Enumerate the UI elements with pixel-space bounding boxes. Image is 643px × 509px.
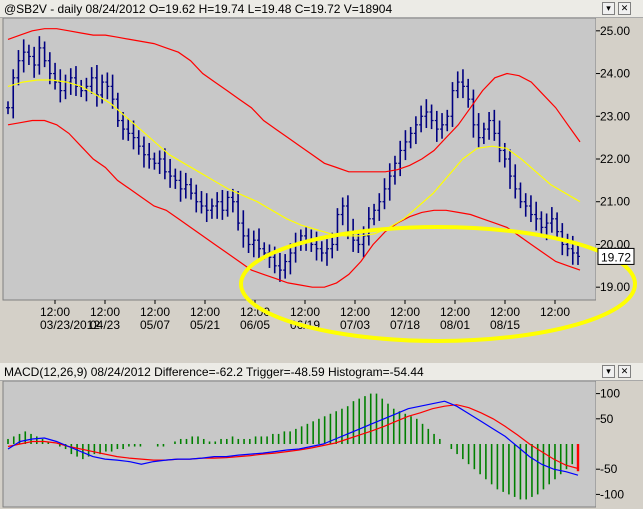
macd-minimize-button[interactable]: ▾ (602, 365, 615, 378)
x-tick-label-date: 08/01 (440, 318, 470, 332)
macd-plot-area (2, 381, 597, 508)
x-tick-label-date: 07/18 (390, 318, 420, 332)
highlight-ellipse (239, 225, 637, 343)
close-button[interactable]: ✕ (618, 2, 631, 15)
x-tick-label-date: 04/23 (90, 318, 120, 332)
x-tick-label-time: 12:00 (340, 305, 370, 319)
macd-close-button[interactable]: ✕ (618, 365, 631, 378)
x-tick-label-time: 12:00 (540, 305, 570, 319)
macd-header-bar: MACD(12,26,9) 08/24/2012 Difference=-62.… (0, 363, 643, 381)
macd-pane: MACD(12,26,9) 08/24/2012 Difference=-62.… (0, 363, 643, 509)
price-chart: 25.0024.0023.0022.0021.0020.0019.0012:00… (2, 18, 643, 360)
macd-chart: 100 50 -50 -100 (2, 381, 643, 509)
macd-y-tick-label: -100 (600, 487, 624, 501)
moving-average-line (7, 79, 581, 237)
x-tick-label-time: 12:00 (290, 305, 320, 319)
minimize-button[interactable]: ▾ (602, 2, 615, 15)
price-y-axis-area (596, 18, 643, 360)
x-tick-label-time: 12:00 (40, 305, 70, 319)
y-tick-label: 19.00 (600, 280, 630, 294)
x-tick-label-time: 12:00 (490, 305, 520, 319)
macd-y-tick-label: 100 (600, 387, 620, 401)
x-tick-label-time: 12:00 (140, 305, 170, 319)
y-tick-label: 21.00 (600, 195, 630, 209)
upper-band-line (7, 28, 581, 173)
macd-header: MACD(12,26,9) 08/24/2012 Difference=-62.… (4, 365, 424, 379)
price-header-bar: @SB2V - daily 08/24/2012 O=19.62 H=19.74… (0, 0, 643, 18)
last-price-box (597, 247, 635, 265)
x-tick-label-time: 12:00 (90, 305, 120, 319)
x-tick-label-date: 06/05 (240, 318, 270, 332)
x-tick-label-time: 12:00 (440, 305, 470, 319)
x-tick-label-date: 05/07 (140, 318, 170, 332)
x-tick-label-date: 03/23/2012 (40, 318, 100, 332)
macd-line (7, 400, 579, 476)
x-tick-label-time: 12:00 (190, 305, 220, 319)
x-tick-label-date: 07/03 (340, 318, 370, 332)
price-plot-area (2, 18, 597, 301)
signal-line (7, 404, 579, 470)
macd-y-tick-label: -50 (600, 462, 618, 476)
ohlc-series (6, 36, 580, 282)
y-tick-label: 22.00 (600, 152, 630, 166)
y-tick-label: 25.00 (600, 24, 630, 38)
lower-band-line (7, 119, 581, 288)
x-tick-label-time: 12:00 (390, 305, 420, 319)
price-header: @SB2V - daily 08/24/2012 O=19.62 H=19.74… (4, 2, 393, 16)
last-price-label: 19.72 (601, 250, 631, 264)
x-tick-label-date: 08/15 (490, 318, 520, 332)
macd-y-tick-label: 50 (600, 412, 614, 426)
macd-y-axis-area (596, 381, 643, 509)
price-pane: @SB2V - daily 08/24/2012 O=19.62 H=19.74… (0, 0, 643, 360)
x-tick-label-date: 05/21 (190, 318, 220, 332)
y-tick-label: 23.00 (600, 109, 630, 123)
y-tick-label: 24.00 (600, 67, 630, 81)
histogram-series (7, 393, 580, 500)
